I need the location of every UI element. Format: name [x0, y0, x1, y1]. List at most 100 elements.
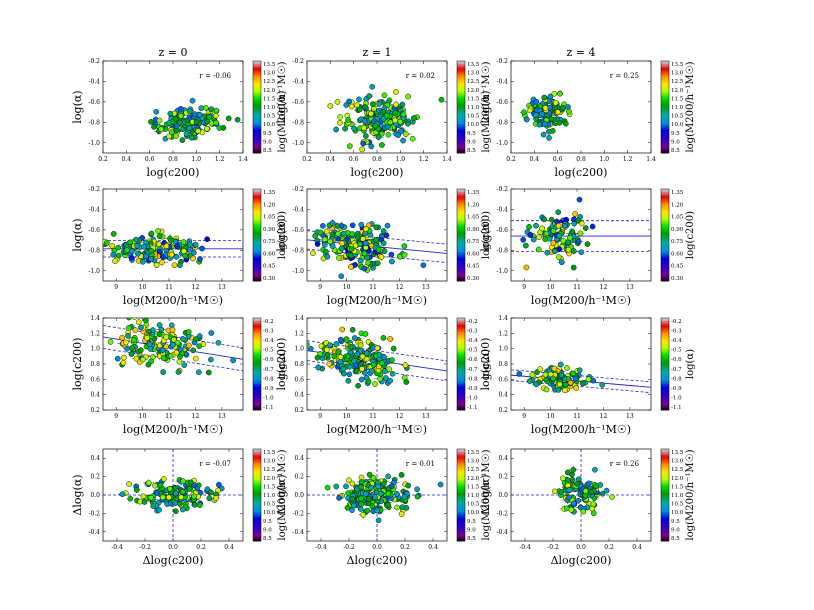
data-point — [337, 336, 344, 343]
colorbar-segment — [457, 498, 465, 500]
data-point — [348, 264, 354, 270]
data-point — [176, 119, 183, 126]
data-point — [537, 103, 544, 110]
x-tick-label: 10 — [547, 284, 555, 291]
colorbar-label: log(c200) — [481, 211, 492, 259]
colorbar-tick-label: 9.0 — [671, 527, 680, 533]
colorbar-segment — [661, 530, 669, 533]
colorbar-segment — [661, 453, 669, 456]
colorbar-segment — [253, 377, 261, 380]
colorbar-segment — [661, 97, 669, 100]
data-point — [169, 342, 176, 348]
x-tick-label: 13 — [626, 413, 634, 420]
colorbar-segment — [661, 139, 669, 142]
data-point — [180, 478, 187, 485]
data-point — [585, 376, 592, 383]
colorbar-segment — [457, 521, 465, 523]
data-point — [142, 318, 149, 324]
x-axis-label: log(M200/h⁻¹M☉) — [123, 294, 223, 307]
colorbar-segment — [253, 539, 261, 542]
colorbar-segment — [253, 93, 261, 96]
y-tick-label: 1.0 — [498, 346, 508, 353]
colorbar-segment — [661, 473, 669, 476]
colorbar-segment — [253, 516, 261, 519]
colorbar-segment — [253, 536, 261, 539]
data-point — [180, 336, 186, 342]
data-point — [127, 239, 134, 246]
colorbar-segment — [661, 359, 669, 362]
colorbar-segment — [661, 339, 669, 342]
y-tick-label: -0.4 — [292, 529, 304, 536]
data-point — [169, 326, 176, 333]
colorbar-label: log(c200) — [685, 211, 696, 259]
data-point — [119, 491, 126, 498]
colorbar-segment — [661, 511, 669, 514]
colorbar-segment — [457, 508, 465, 511]
data-point — [196, 111, 203, 118]
plot-area — [307, 219, 447, 280]
y-tick-label: -0.4 — [292, 78, 304, 85]
data-point — [360, 512, 366, 518]
colorbar-tick-label: 13.5 — [671, 62, 684, 68]
colorbar-segment — [661, 385, 669, 388]
data-point — [523, 242, 529, 249]
x-axis-label: Δlog(c200) — [551, 554, 612, 567]
colorbar-segment — [457, 76, 465, 79]
data-point — [548, 216, 555, 223]
data-point — [548, 116, 555, 122]
colorbar-frame — [456, 188, 466, 282]
colorbar-segment — [253, 128, 261, 131]
data-point — [208, 330, 215, 336]
x-tick-label: -0.2 — [139, 544, 151, 551]
colorbar-segment — [253, 82, 261, 85]
colorbar-segment — [661, 382, 669, 385]
colorbar-segment — [457, 391, 465, 394]
colorbar-segment — [457, 85, 465, 88]
colorbar-segment — [457, 208, 465, 211]
colorbar-segment — [661, 116, 669, 119]
colorbar-segment — [457, 84, 465, 86]
panel-r3-c3: 9 10 11 12 130.20.40.60.81.01.21.4log(M200/h… — [479, 315, 696, 436]
colorbar-segment — [253, 464, 261, 467]
colorbar-segment — [457, 94, 465, 97]
colorbar-segment — [457, 499, 465, 502]
data-point — [543, 376, 550, 383]
data-point — [148, 248, 155, 254]
data-point — [134, 242, 140, 249]
data-point — [159, 494, 166, 501]
data-point — [167, 110, 174, 117]
data-point — [516, 371, 523, 377]
data-point — [147, 346, 154, 352]
data-point — [351, 335, 358, 341]
colorbar: 13.513.012.512.011.511.010.510.09.59.08.… — [252, 60, 288, 154]
colorbar-segment — [661, 208, 669, 211]
data-point — [317, 351, 324, 357]
colorbar-segment — [457, 518, 465, 520]
colorbar-segment — [457, 530, 465, 533]
data-point — [208, 106, 215, 113]
colorbar-segment — [661, 82, 669, 85]
colorbar-segment — [661, 364, 669, 366]
colorbar-tick-label: -0.9 — [263, 386, 274, 392]
colorbar-segment — [661, 330, 669, 333]
data-point — [375, 134, 382, 140]
colorbar-segment — [661, 76, 669, 79]
colorbar-segment — [457, 139, 465, 142]
colorbar-tick-label: -0.7 — [671, 367, 682, 373]
colorbar-tick-label: 0.45 — [671, 264, 684, 270]
colorbar-segment — [253, 254, 261, 257]
colorbar-segment — [661, 227, 669, 230]
y-tick-label: -0.2 — [88, 186, 100, 193]
plot-frame — [306, 188, 448, 282]
colorbar-segment — [253, 113, 261, 116]
colorbar-tick-label: 8.5 — [671, 536, 680, 542]
data-point — [173, 133, 179, 139]
colorbar-segment — [253, 130, 261, 132]
data-point — [191, 501, 198, 508]
colorbar-segment — [253, 403, 261, 406]
data-point — [350, 502, 357, 509]
colorbar-segment — [253, 408, 261, 411]
y-axis-label: log(α) — [479, 90, 492, 123]
y-tick-label: -1.0 — [496, 140, 508, 147]
data-point — [163, 243, 170, 249]
